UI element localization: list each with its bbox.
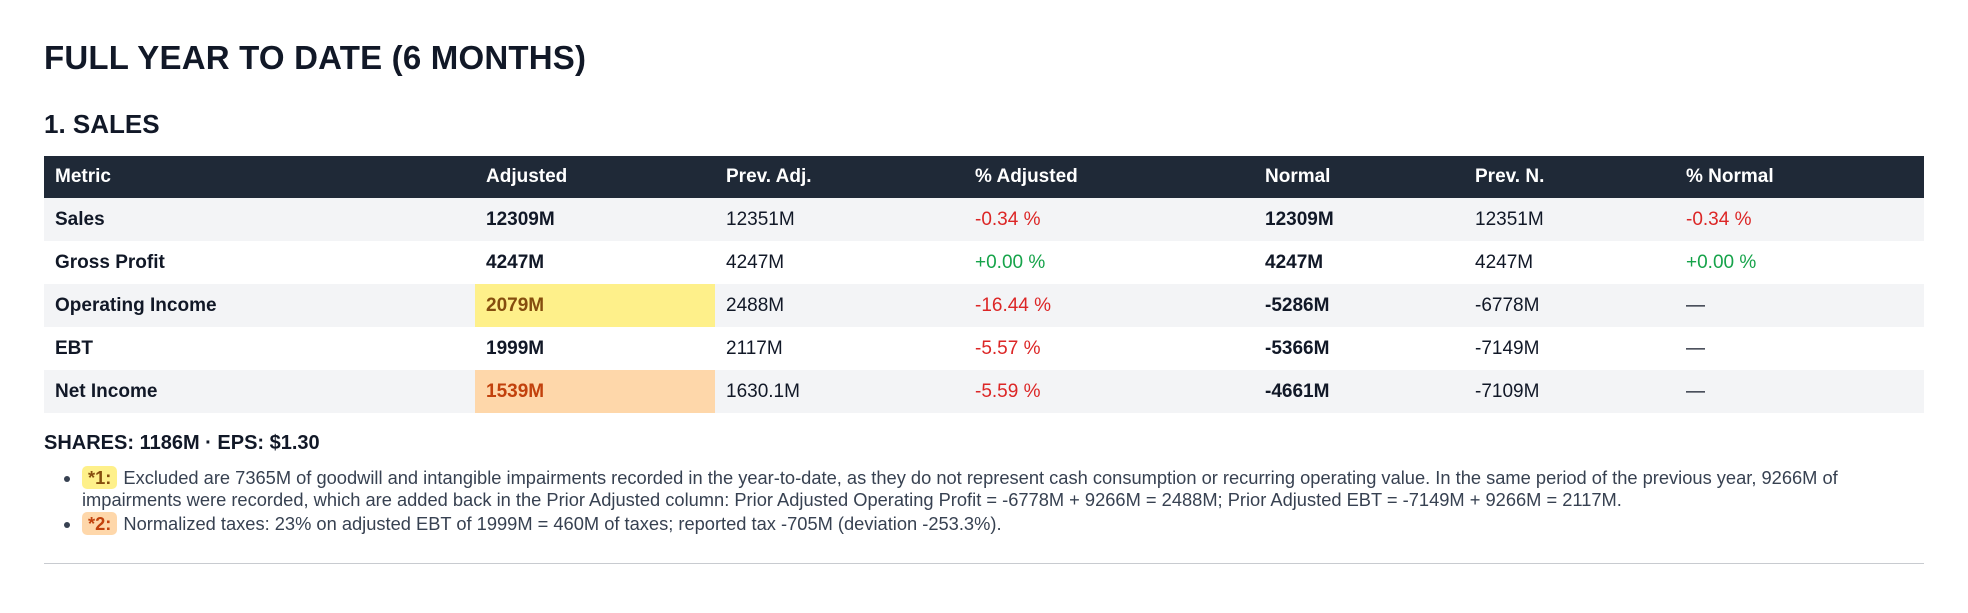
header-prev-adj: Prev. Adj. <box>715 156 964 198</box>
row-adjusted-highlighted: 1539M <box>475 370 715 413</box>
footnotes-list: *1:Excluded are 7365M of goodwill and in… <box>44 466 1924 535</box>
row-metric: Operating Income <box>44 284 475 327</box>
row-adjusted: 1999M <box>475 327 715 370</box>
footnote-tag: *2: <box>82 512 118 535</box>
row-normal: -5366M <box>1254 327 1464 370</box>
table-header: Metric Adjusted Prev. Adj. % Adjusted No… <box>44 156 1924 198</box>
row-adjusted: 12309M <box>475 198 715 241</box>
header-metric: Metric <box>44 156 475 198</box>
row-prev-adj: 2488M <box>715 284 964 327</box>
row-pct-normal: — <box>1675 327 1924 370</box>
shares-eps-summary: SHARES: 1186M · EPS: $1.30 <box>44 432 320 454</box>
footnote-item: *1:Excluded are 7365M of goodwill and in… <box>82 466 1924 510</box>
table-row: EBT 1999M 2117M -5.57 % -5366M -7149M — <box>44 327 1924 370</box>
row-prev-adj: 4247M <box>715 241 964 284</box>
table-row: Gross Profit 4247M 4247M +0.00 % 4247M 4… <box>44 241 1924 284</box>
footnote-text: Normalized taxes: 23% on adjusted EBT of… <box>123 513 1002 534</box>
row-pct-adjusted: +0.00 % <box>964 241 1254 284</box>
footnote-item: *2:Normalized taxes: 23% on adjusted EBT… <box>82 512 1924 535</box>
row-prev-adj: 12351M <box>715 198 964 241</box>
row-metric: EBT <box>44 327 475 370</box>
row-normal: -5286M <box>1254 284 1464 327</box>
row-pct-adjusted: -16.44 % <box>964 284 1254 327</box>
table-row: Sales 12309M 12351M -0.34 % 12309M 12351… <box>44 198 1924 241</box>
table-row: Net Income 1539M 1630.1M -5.59 % -4661M … <box>44 370 1924 413</box>
header-normal: Normal <box>1254 156 1464 198</box>
footnote-tag: *1: <box>82 466 118 489</box>
header-row: Metric Adjusted Prev. Adj. % Adjusted No… <box>44 156 1924 198</box>
row-normal: 12309M <box>1254 198 1464 241</box>
row-pct-normal: +0.00 % <box>1675 241 1924 284</box>
header-prev-normal: Prev. N. <box>1464 156 1675 198</box>
row-prev-normal: 4247M <box>1464 241 1675 284</box>
row-adjusted: 4247M <box>475 241 715 284</box>
row-prev-normal: 12351M <box>1464 198 1675 241</box>
report-page: FULL YEAR TO DATE (6 MONTHS) 1. SALES Me… <box>0 0 1968 564</box>
row-prev-adj: 2117M <box>715 327 964 370</box>
divider <box>44 563 1924 564</box>
row-pct-adjusted: -5.59 % <box>964 370 1254 413</box>
row-adjusted-highlighted: 2079M <box>475 284 715 327</box>
row-metric: Net Income <box>44 370 475 413</box>
row-pct-adjusted: -5.57 % <box>964 327 1254 370</box>
row-normal: 4247M <box>1254 241 1464 284</box>
footnote-text: Excluded are 7365M of goodwill and intan… <box>82 467 1838 510</box>
row-pct-normal: -0.34 % <box>1675 198 1924 241</box>
table-body: Sales 12309M 12351M -0.34 % 12309M 12351… <box>44 198 1924 413</box>
row-normal: -4661M <box>1254 370 1464 413</box>
row-metric: Gross Profit <box>44 241 475 284</box>
row-prev-normal: -7149M <box>1464 327 1675 370</box>
page-title: FULL YEAR TO DATE (6 MONTHS) <box>44 39 587 76</box>
row-pct-adjusted: -0.34 % <box>964 198 1254 241</box>
row-metric: Sales <box>44 198 475 241</box>
row-prev-adj: 1630.1M <box>715 370 964 413</box>
row-pct-normal: — <box>1675 370 1924 413</box>
section-title: 1. SALES <box>44 109 160 139</box>
header-pct-adjusted: % Adjusted <box>964 156 1254 198</box>
row-pct-normal: — <box>1675 284 1924 327</box>
metrics-table: Metric Adjusted Prev. Adj. % Adjusted No… <box>44 156 1924 413</box>
header-adjusted: Adjusted <box>475 156 715 198</box>
row-prev-normal: -6778M <box>1464 284 1675 327</box>
header-pct-normal: % Normal <box>1675 156 1924 198</box>
row-prev-normal: -7109M <box>1464 370 1675 413</box>
table-row: Operating Income 2079M 2488M -16.44 % -5… <box>44 284 1924 327</box>
